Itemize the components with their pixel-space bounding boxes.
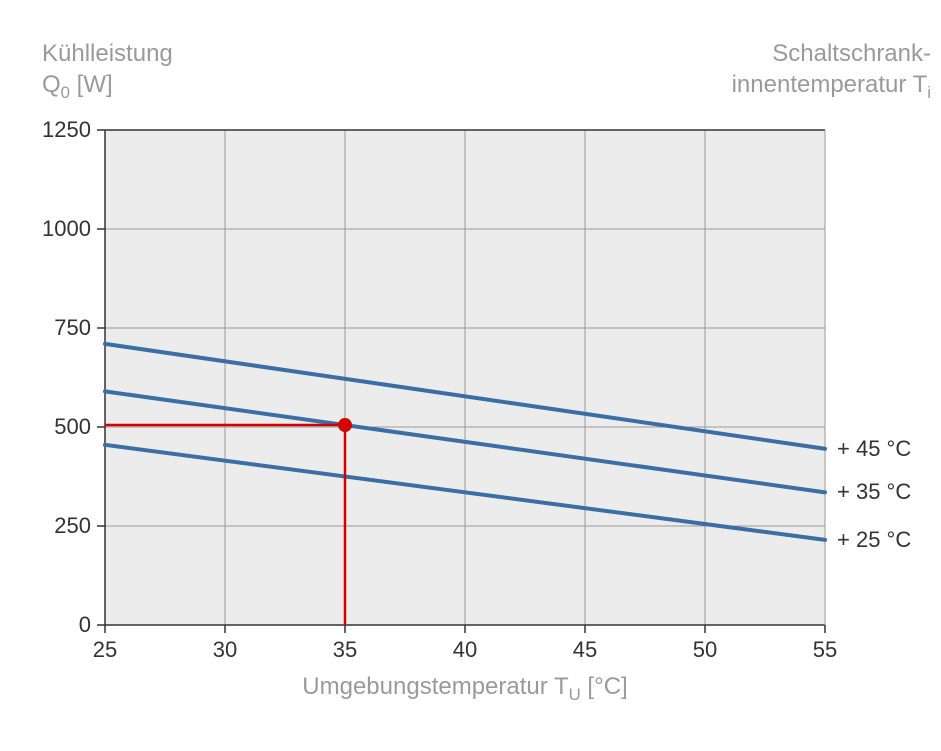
x-tick-label: 35: [333, 637, 357, 663]
x-tick-label: 30: [213, 637, 237, 663]
y-axis-title-line2: Q0 [W]: [42, 69, 173, 104]
y-tick-label: 500: [31, 414, 91, 440]
x-tick-label: 55: [813, 637, 837, 663]
y-tick-label: 250: [31, 513, 91, 539]
y-tick-label: 750: [31, 315, 91, 341]
plot-area: [105, 130, 825, 625]
cooling-performance-chart: Kühlleistung Q0 [W] Schaltschrank- innen…: [20, 20, 941, 731]
series-label: + 25 °C: [837, 527, 911, 553]
series-label: + 35 °C: [837, 479, 911, 505]
x-tick-label: 45: [573, 637, 597, 663]
x-axis-title: Umgebungstemperatur TU [°C]: [105, 673, 825, 705]
x-tick-label: 25: [93, 637, 117, 663]
y-axis-title: Kühlleistung Q0 [W]: [42, 38, 173, 104]
right-title: Schaltschrank- innentemperatur Ti: [732, 38, 931, 104]
right-title-line1: Schaltschrank-: [732, 38, 931, 69]
y-tick-label: 0: [31, 612, 91, 638]
series-label: + 45 °C: [837, 436, 911, 462]
y-tick-label: 1250: [31, 117, 91, 143]
x-tick-label: 50: [693, 637, 717, 663]
y-tick-label: 1000: [31, 216, 91, 242]
x-tick-label: 40: [453, 637, 477, 663]
right-title-line2: innentemperatur Ti: [732, 69, 931, 104]
y-axis-title-line1: Kühlleistung: [42, 38, 173, 69]
